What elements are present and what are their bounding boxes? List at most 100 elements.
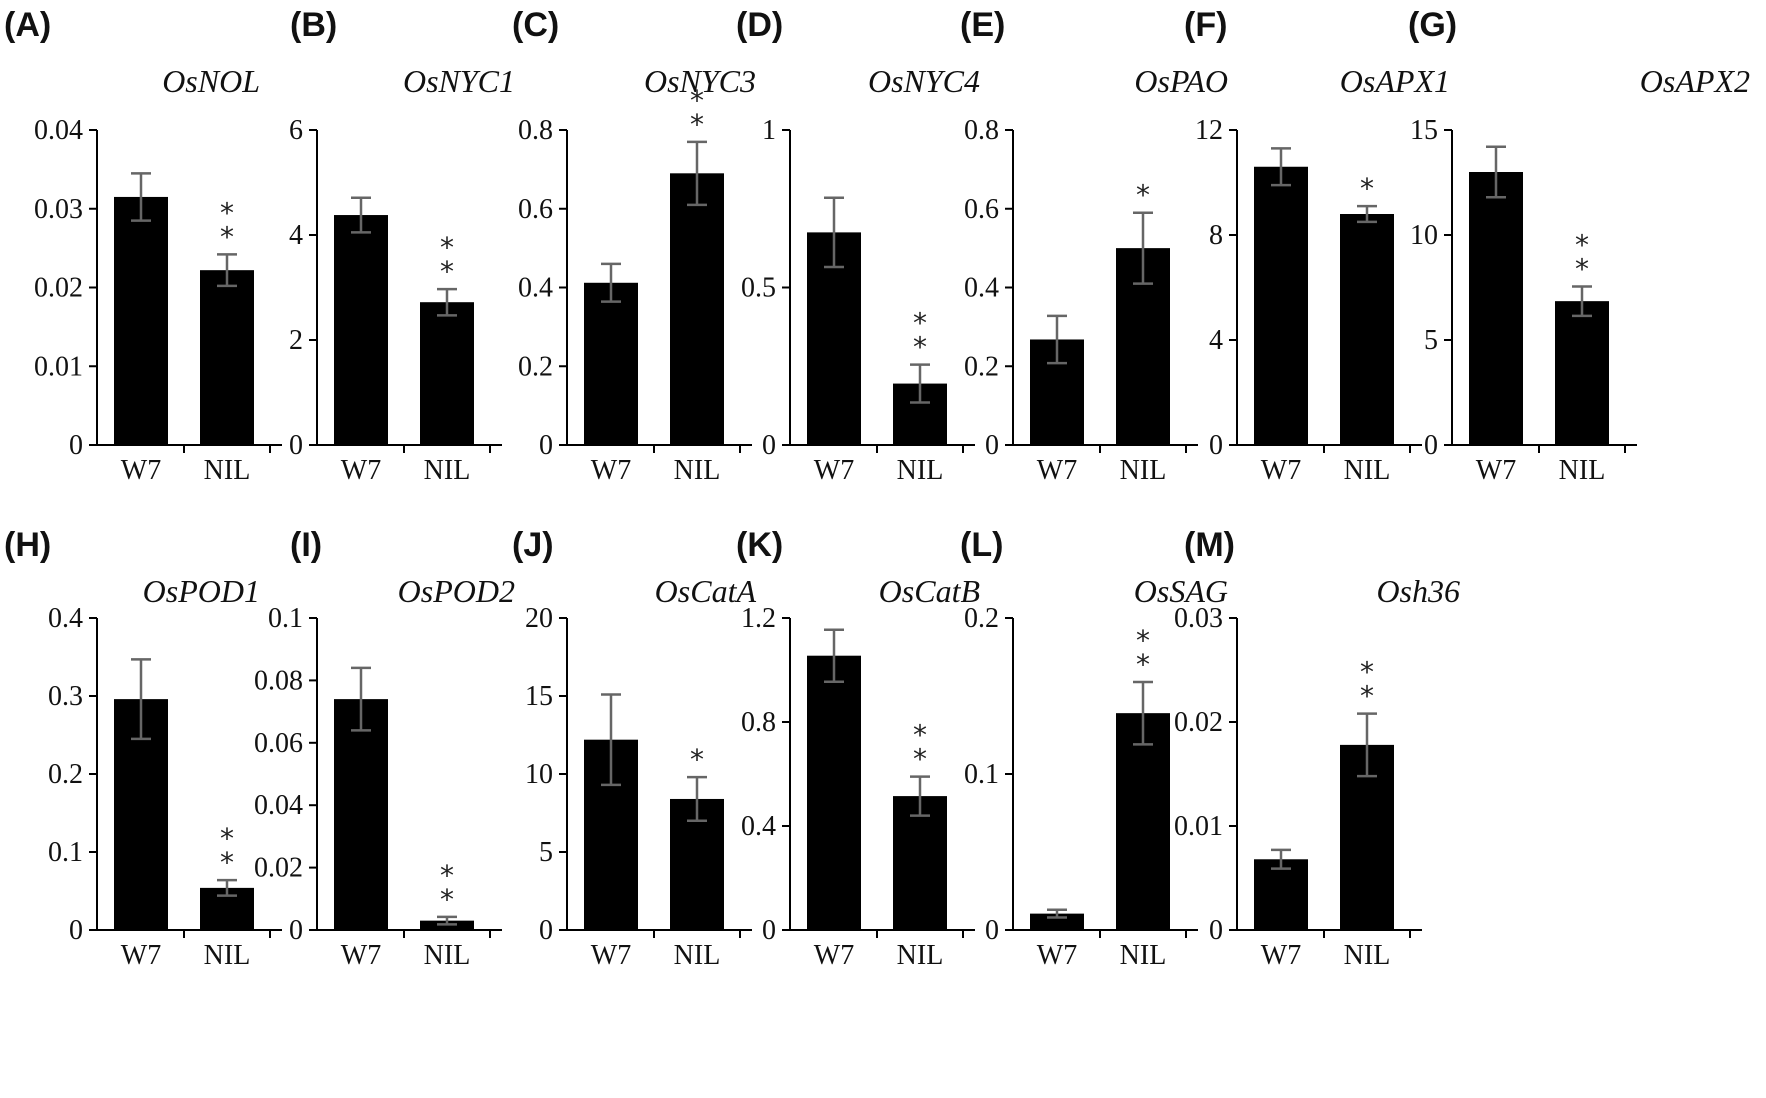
y-tick-label: 0 [1209, 430, 1223, 461]
panel-letter: (F) [1184, 6, 1227, 44]
bar-w7 [807, 655, 861, 930]
panel-l: (L) OsSAG 0 0.1 0.2 W7 NIL ** [960, 526, 1228, 971]
panel-letter: (K) [736, 526, 783, 564]
y-tick-label: 4 [1209, 325, 1223, 356]
x-tick-label: W7 [1476, 455, 1516, 486]
x-tick-label: NIL [674, 940, 721, 971]
y-tick-label: 0 [289, 430, 303, 461]
x-tick-label: W7 [121, 455, 161, 486]
y-tick-label: 0 [985, 430, 999, 461]
y-tick-label: 0.08 [254, 665, 303, 696]
y-tick-label: 0.6 [964, 194, 999, 225]
panel-letter: (B) [290, 6, 337, 44]
bar-nil [420, 302, 474, 445]
significance-marker: * [1136, 648, 1150, 681]
chart-title: OsCatA [655, 573, 757, 609]
x-tick-label: W7 [591, 940, 631, 971]
x-tick-label: NIL [897, 455, 944, 486]
chart-title: OsAPX1 [1340, 63, 1450, 99]
panel-letter: (A) [4, 6, 51, 44]
y-tick-label: 0 [985, 915, 999, 946]
significance-marker: * [913, 719, 927, 752]
x-tick-label: W7 [341, 940, 381, 971]
significance-marker: * [220, 846, 234, 879]
bar-nil [670, 173, 724, 445]
x-tick-label: W7 [1261, 455, 1301, 486]
panel-g: (G) OsAPX2 0 5 10 15 W7 NIL ** [1408, 6, 1750, 486]
significance-marker: * [913, 307, 927, 340]
chart-title: OsSAG [1134, 573, 1228, 609]
panel-i: (I) OsPOD2 0 0.02 0.04 0.06 0.08 0.1 W7 NIL ** [254, 526, 515, 971]
bar-w7 [334, 699, 388, 930]
bar-w7 [584, 282, 638, 445]
y-tick-label: 0 [762, 430, 776, 461]
significance-marker: * [913, 743, 927, 776]
chart-title: OsNOL [162, 63, 260, 99]
bar-w7 [1254, 166, 1308, 445]
y-tick-label: 0.8 [964, 115, 999, 146]
significance-marker: * [440, 255, 454, 288]
panel-j: (J) OsCatA 0 5 10 15 20 W7 NIL * [512, 526, 756, 971]
panel-letter: (J) [512, 526, 554, 564]
y-tick-label: 6 [289, 115, 303, 146]
y-tick-label: 5 [539, 837, 553, 868]
significance-marker: * [1360, 172, 1374, 205]
y-tick-label: 0.1 [48, 837, 83, 868]
x-tick-label: W7 [814, 455, 854, 486]
chart-title: OsNYC4 [868, 63, 980, 99]
significance-marker: * [440, 231, 454, 264]
chart-title: Osh36 [1376, 573, 1460, 609]
x-tick-label: W7 [814, 940, 854, 971]
x-tick-label: NIL [424, 455, 471, 486]
significance-marker: * [440, 883, 454, 916]
significance-marker: * [913, 331, 927, 364]
y-tick-label: 0.03 [34, 194, 83, 225]
y-tick-label: 0.4 [741, 811, 776, 842]
panel-letter: (D) [736, 6, 783, 44]
y-tick-label: 15 [525, 681, 553, 712]
panel-k: (K) OsCatB 0 0.4 0.8 1.2 W7 NIL ** [736, 526, 980, 971]
bar-nil [200, 270, 254, 445]
x-tick-label: W7 [591, 455, 631, 486]
y-tick-label: 10 [525, 759, 553, 790]
chart-title: OsCatB [879, 573, 980, 609]
y-tick-label: 0 [762, 915, 776, 946]
y-tick-label: 0.5 [741, 273, 776, 304]
y-tick-label: 0.1 [964, 759, 999, 790]
panel-h: (H) OsPOD1 0 0.1 0.2 0.3 0.4 W7 NIL ** [4, 526, 282, 971]
y-tick-label: 0 [539, 915, 553, 946]
panel-letter: (L) [960, 526, 1003, 564]
y-tick-label: 0 [289, 915, 303, 946]
bar-w7 [1030, 913, 1084, 930]
x-tick-label: NIL [1120, 455, 1167, 486]
x-tick-label: W7 [1037, 940, 1077, 971]
chart-title: OsPAO [1134, 63, 1228, 99]
x-tick-label: NIL [897, 940, 944, 971]
y-tick-label: 0.1 [268, 603, 303, 634]
y-tick-label: 8 [1209, 220, 1223, 251]
y-tick-label: 4 [289, 220, 303, 251]
y-tick-label: 20 [525, 603, 553, 634]
significance-marker: * [1575, 252, 1589, 285]
y-tick-label: 5 [1424, 325, 1438, 356]
panel-letter: (C) [512, 6, 559, 44]
x-tick-label: W7 [341, 455, 381, 486]
significance-marker: * [1360, 680, 1374, 713]
bar-w7 [1254, 859, 1308, 930]
y-tick-label: 0 [69, 915, 83, 946]
panel-c: (C) OsNYC3 0 0.2 0.4 0.6 0.8 W7 NIL ** [512, 6, 756, 486]
bar-nil [893, 796, 947, 930]
y-tick-label: 0.4 [48, 603, 83, 634]
x-tick-label: NIL [1559, 455, 1606, 486]
x-tick-label: NIL [674, 455, 721, 486]
y-tick-label: 0.8 [518, 115, 553, 146]
bar-nil [1116, 713, 1170, 930]
y-tick-label: 0 [69, 430, 83, 461]
x-tick-label: NIL [204, 455, 251, 486]
x-tick-label: NIL [1344, 455, 1391, 486]
significance-marker: * [1136, 179, 1150, 212]
significance-marker: * [220, 822, 234, 855]
y-tick-label: 10 [1410, 220, 1438, 251]
x-tick-label: NIL [424, 940, 471, 971]
x-tick-label: NIL [1120, 940, 1167, 971]
